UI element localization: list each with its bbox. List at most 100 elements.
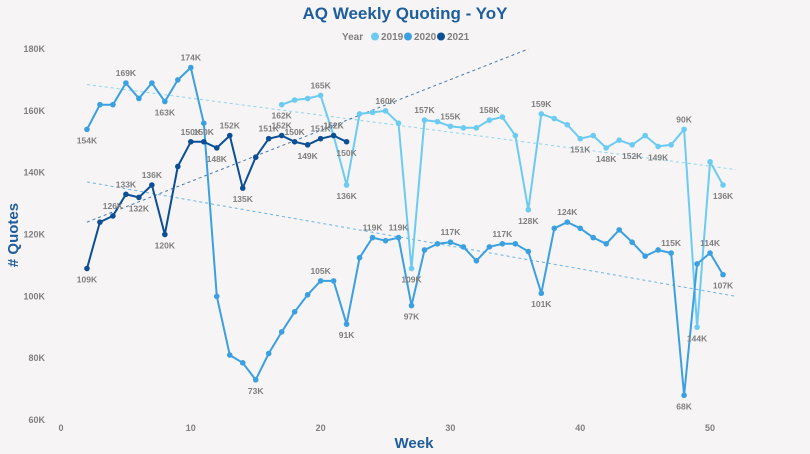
data-label-2020: 169K <box>116 68 137 78</box>
y-tick-label: 160K <box>23 106 45 116</box>
data-point-2019 <box>681 126 687 133</box>
data-point-2020 <box>330 278 337 284</box>
data-point-2020 <box>564 219 571 225</box>
data-point-2020 <box>149 80 155 86</box>
y-tick-label: 180K <box>23 44 45 54</box>
data-point-2020 <box>668 250 674 256</box>
data-point-2019 <box>720 182 726 188</box>
data-point-2019 <box>707 159 713 165</box>
data-point-2019 <box>369 109 376 116</box>
data-point-2020 <box>460 244 467 250</box>
data-point-2021 <box>136 194 142 201</box>
data-point-2020 <box>408 302 415 309</box>
data-point-2021 <box>175 163 181 170</box>
legend-label-2019: 2019 <box>381 32 404 43</box>
data-label-2020: 117K <box>492 229 513 239</box>
x-tick-label: 0 <box>58 423 63 433</box>
trendline-2019 <box>86 84 737 171</box>
data-point-2020 <box>473 257 480 264</box>
data-label-2020: 124K <box>557 207 578 217</box>
legend-label-2021: 2021 <box>447 32 470 43</box>
data-point-2020 <box>382 237 389 244</box>
data-point-2019 <box>291 97 298 103</box>
data-point-2020 <box>278 329 285 335</box>
data-point-2020 <box>162 98 168 105</box>
data-point-2020 <box>123 80 129 86</box>
data-label-2021: 148K <box>207 154 228 164</box>
data-point-2021 <box>123 191 129 198</box>
data-label-2020: 101K <box>531 299 552 309</box>
data-point-2020 <box>265 350 272 357</box>
data-point-2020 <box>551 225 558 232</box>
data-point-2020 <box>577 225 584 232</box>
data-point-2020 <box>499 240 506 247</box>
data-point-2019 <box>473 125 480 131</box>
data-label-2019: 158K <box>479 105 500 115</box>
data-point-2021 <box>278 132 285 139</box>
data-point-2020 <box>213 293 220 300</box>
data-point-2019 <box>577 135 584 142</box>
data-point-2020 <box>512 240 519 247</box>
data-point-2021 <box>317 135 324 142</box>
x-axis-title: Week <box>395 435 435 452</box>
data-label-2021: 150K <box>284 127 305 137</box>
legend-label-2020: 2020 <box>414 32 437 43</box>
data-point-2019 <box>564 121 571 128</box>
data-point-2019 <box>642 132 648 139</box>
legend: Year 2019 2020 2021 <box>342 32 470 43</box>
data-label-2021: 126K <box>103 201 124 211</box>
x-tick-label: 20 <box>316 423 326 433</box>
series-line-2019 <box>281 94 724 329</box>
data-point-2021 <box>149 182 155 188</box>
data-label-2020: 97K <box>404 312 420 322</box>
data-label-2019: 155K <box>440 111 461 121</box>
data-point-2021 <box>330 132 337 139</box>
legend-marker-2019 <box>371 32 379 41</box>
data-point-2019 <box>317 92 324 99</box>
data-point-2019 <box>421 117 428 123</box>
data-point-2020 <box>317 278 324 284</box>
data-point-2021 <box>162 231 168 238</box>
y-axis-ticks: 60K 80K 100K 120K 140K 160K 180K <box>23 44 45 425</box>
data-point-2020 <box>343 321 350 327</box>
data-point-2020 <box>136 95 142 102</box>
data-label-2021: 136K <box>142 170 163 180</box>
data-label-2019: 148K <box>596 154 617 164</box>
data-point-2020 <box>84 126 90 133</box>
data-point-2019 <box>538 111 545 117</box>
x-axis-ticks: 0 10 20 30 40 50 <box>58 423 715 433</box>
data-label-2020: 68K <box>676 401 692 411</box>
data-label-2020: 91K <box>339 330 355 340</box>
data-point-2020 <box>447 239 454 246</box>
y-tick-label: 140K <box>23 168 45 178</box>
data-point-2020 <box>694 261 700 267</box>
data-label-2021: 150K <box>194 127 215 137</box>
data-point-2019 <box>616 137 622 144</box>
data-label-2020: 73K <box>248 386 264 396</box>
data-point-2020 <box>421 247 428 253</box>
y-tick-label: 80K <box>28 353 45 363</box>
data-point-2019 <box>395 120 402 126</box>
data-label-2020: 107K <box>713 281 734 291</box>
data-point-2020 <box>538 290 545 297</box>
legend-marker-2020 <box>404 32 412 41</box>
data-point-2021 <box>97 219 103 225</box>
data-point-2019 <box>590 132 597 139</box>
trendline-2020 <box>86 181 737 297</box>
data-point-2019 <box>512 132 519 139</box>
data-point-2021 <box>239 185 246 191</box>
data-label-2020: 114K <box>700 238 721 248</box>
y-tick-label: 100K <box>23 291 45 301</box>
y-tick-label: 60K <box>28 415 45 425</box>
data-point-2021 <box>200 138 207 145</box>
data-point-2021 <box>291 138 298 145</box>
data-point-2020 <box>720 271 726 278</box>
data-point-2019 <box>408 265 415 272</box>
data-label-2021: 150K <box>181 127 202 137</box>
data-point-2019 <box>356 111 363 117</box>
trendline-2021 <box>86 48 529 223</box>
data-point-2019 <box>278 101 285 108</box>
data-point-2019 <box>343 182 350 188</box>
